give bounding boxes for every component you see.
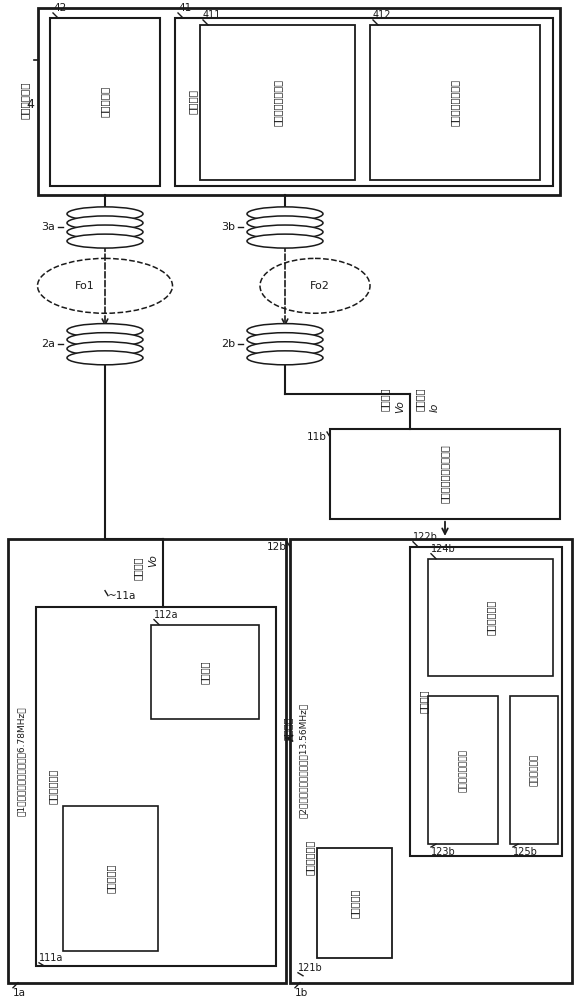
Text: 412: 412 <box>373 10 392 20</box>
Text: 2a: 2a <box>41 339 55 349</box>
Text: ~11a: ~11a <box>108 591 136 601</box>
Text: Io: Io <box>430 402 440 412</box>
Text: 112a: 112a <box>154 610 179 620</box>
Bar <box>200 25 355 180</box>
Text: 识别信号产生电路: 识别信号产生电路 <box>273 79 282 126</box>
Text: 121b: 121b <box>298 963 322 973</box>
Text: 控制模式存儲电路: 控制模式存儲电路 <box>459 749 467 792</box>
Text: 逆变器电路: 逆变器电路 <box>106 864 115 893</box>
Ellipse shape <box>247 342 323 356</box>
Text: 3b: 3b <box>221 222 235 232</box>
Bar <box>175 18 553 186</box>
Text: 输出电流: 输出电流 <box>415 387 425 411</box>
Text: 42: 42 <box>53 3 66 13</box>
Ellipse shape <box>247 351 323 365</box>
Text: Vo: Vo <box>395 401 405 413</box>
Ellipse shape <box>247 324 323 338</box>
Text: 2b: 2b <box>221 339 235 349</box>
Ellipse shape <box>67 333 143 347</box>
Text: 异物检测电路: 异物检测电路 <box>485 600 495 635</box>
Text: 输出电压: 输出电压 <box>380 387 390 411</box>
Text: 125b: 125b <box>513 847 538 857</box>
Text: 1b: 1b <box>295 988 308 998</box>
Ellipse shape <box>247 225 323 239</box>
Text: 41: 41 <box>178 3 191 13</box>
Text: 124b: 124b <box>431 544 456 554</box>
Text: 逆变器电路: 逆变器电路 <box>350 888 360 918</box>
Text: 发送电力状态检测电路: 发送电力状态检测电路 <box>440 445 450 503</box>
Text: 4: 4 <box>26 98 34 111</box>
Ellipse shape <box>67 216 143 230</box>
Bar <box>151 625 259 719</box>
Text: 电力控制电路: 电力控制电路 <box>530 754 538 786</box>
Ellipse shape <box>67 207 143 221</box>
Bar <box>428 696 498 844</box>
Text: 状态信号产生电路: 状态信号产生电路 <box>450 79 460 126</box>
Bar <box>38 8 560 195</box>
Text: Vo: Vo <box>148 554 158 567</box>
Text: 12b: 12b <box>267 542 287 552</box>
Text: 第2谐振型发送电源装置（13.56MHz）: 第2谐振型发送电源装置（13.56MHz） <box>299 703 307 818</box>
Ellipse shape <box>67 351 143 365</box>
Text: Fo2: Fo2 <box>310 281 330 291</box>
Bar <box>8 539 286 983</box>
Text: 接收电源装置: 接收电源装置 <box>20 81 30 119</box>
Ellipse shape <box>247 216 323 230</box>
Text: 3a: 3a <box>41 222 55 232</box>
Text: 电源控制电路: 电源控制电路 <box>48 769 58 804</box>
Bar <box>510 696 558 844</box>
Ellipse shape <box>67 342 143 356</box>
Bar <box>410 547 562 856</box>
Text: 411: 411 <box>203 10 222 20</box>
Text: 111a: 111a <box>39 953 63 963</box>
Text: 122b: 122b <box>413 532 438 542</box>
Text: 控制电路: 控制电路 <box>419 690 429 713</box>
Bar <box>428 559 553 676</box>
Text: 控制电路: 控制电路 <box>200 660 210 684</box>
Ellipse shape <box>247 234 323 248</box>
Text: 123b: 123b <box>431 847 456 857</box>
Text: 输出电压: 输出电压 <box>133 557 143 580</box>
Ellipse shape <box>67 225 143 239</box>
Ellipse shape <box>247 333 323 347</box>
Text: 控制信号: 控制信号 <box>283 717 293 740</box>
Text: 起动电路: 起动电路 <box>188 89 198 114</box>
Ellipse shape <box>67 234 143 248</box>
Bar <box>290 539 572 983</box>
Text: 输电线电路: 输电线电路 <box>100 86 110 117</box>
Text: 第1谐振型发送电源装置（6.78MHz）: 第1谐振型发送电源装置（6.78MHz） <box>16 706 26 816</box>
Bar <box>63 806 158 951</box>
Ellipse shape <box>247 207 323 221</box>
Bar <box>370 25 540 180</box>
Text: 1a: 1a <box>13 988 26 998</box>
Text: 11b: 11b <box>307 432 327 442</box>
Bar <box>330 429 560 519</box>
Bar <box>36 607 276 966</box>
Text: Fo1: Fo1 <box>75 281 95 291</box>
Bar <box>317 848 392 958</box>
Ellipse shape <box>67 324 143 338</box>
Bar <box>50 18 160 186</box>
Text: 电源控制电路: 电源控制电路 <box>305 839 315 875</box>
